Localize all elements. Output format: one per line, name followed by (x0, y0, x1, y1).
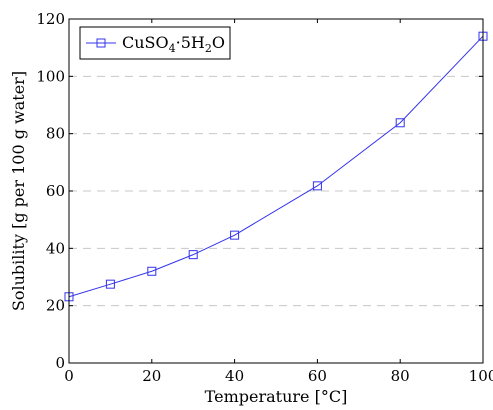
legend: CuSO4·5H2O (80, 27, 230, 59)
x-tick-label: 80 (391, 367, 410, 385)
series-line (69, 36, 483, 297)
x-tick-label: 60 (308, 367, 327, 385)
x-tick-label: 20 (142, 367, 161, 385)
legend-label-end: O (212, 33, 225, 52)
series-layer (65, 32, 487, 301)
y-tick-label: 80 (46, 125, 65, 143)
x-tick-label: 40 (225, 367, 244, 385)
x-tick-label: 100 (469, 367, 493, 385)
y-tick-label: 60 (46, 182, 65, 200)
legend-label-sub1: 4 (169, 42, 176, 55)
y-tick-label: 100 (36, 67, 65, 85)
x-axis-title: Temperature [°C] (205, 387, 348, 406)
y-tick-label: 120 (36, 10, 65, 28)
legend-label-sub2: 2 (205, 42, 212, 55)
y-tick-label: 20 (46, 297, 65, 315)
legend-label-base: CuSO (122, 33, 169, 52)
grid-lines (69, 76, 483, 305)
legend-label-mid: ·5H (176, 33, 205, 52)
y-tick-label: 40 (46, 239, 65, 257)
x-tick-label: 0 (64, 367, 74, 385)
y-axis-title: Solubility [g per 100 g water] (9, 71, 28, 311)
